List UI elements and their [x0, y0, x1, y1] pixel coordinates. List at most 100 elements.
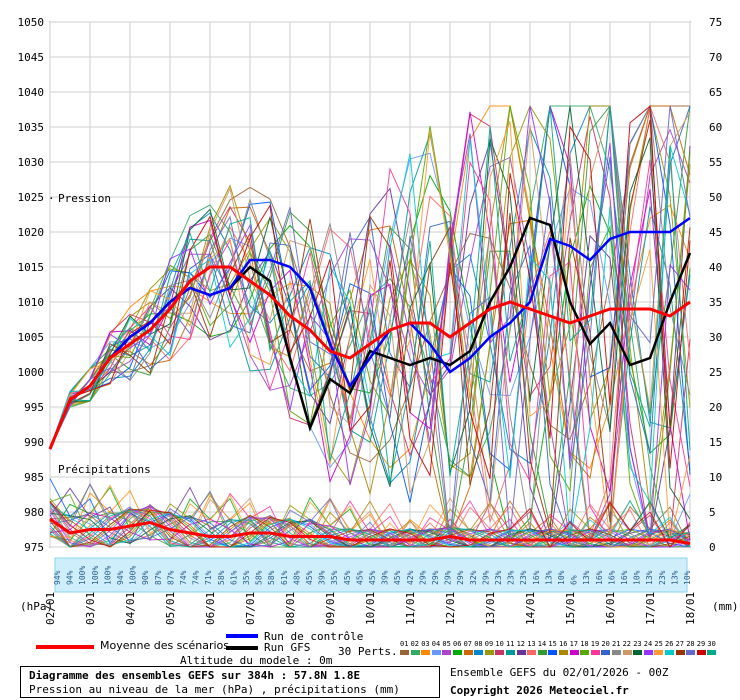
pert-number: 25: [654, 640, 663, 648]
y-tick-label: 1025: [18, 191, 45, 204]
probability-value: 100%: [78, 566, 87, 585]
x-tick-label: 14/01: [524, 592, 537, 625]
probability-value: 87%: [166, 570, 175, 585]
perturbation-line: [49, 105, 690, 463]
y2-tick-label: 5: [709, 506, 716, 519]
pert-swatch: [463, 650, 473, 655]
probability-value: 23%: [519, 570, 528, 585]
y2-tick-label: 50: [709, 191, 722, 204]
probability-value: 23%: [494, 570, 503, 585]
perturbation-precip-line: [49, 499, 691, 548]
probability-value: 90%: [141, 570, 150, 585]
probability-value: 29%: [418, 570, 427, 585]
probability-value: 10%: [683, 570, 692, 585]
pert-swatch: [442, 650, 452, 655]
pert-swatch: [665, 650, 674, 655]
probability-value: 61%: [229, 570, 238, 585]
x-tick-label: 12/01: [444, 592, 457, 625]
probability-value: 29%: [444, 570, 453, 585]
probability-value: 10%: [633, 570, 642, 585]
pert-number: 23: [633, 640, 642, 648]
probability-value: 39%: [381, 570, 390, 585]
legend-gfs-label: Run GFS: [264, 641, 311, 654]
pert-swatch: [675, 650, 685, 655]
pert-number: 01: [400, 640, 409, 648]
perturbation-line: [49, 105, 691, 479]
pert-number: 30: [707, 640, 716, 648]
pert-swatch: [495, 650, 505, 655]
x-tick-label: 05/01: [164, 592, 177, 625]
probability-value: 45%: [305, 570, 314, 585]
pert-number: 17: [569, 640, 579, 648]
y-tick-label: 975: [24, 541, 44, 554]
probability-value: 94%: [66, 570, 75, 585]
pert-swatch: [431, 650, 441, 655]
legend-control-swatch: [226, 634, 258, 638]
perturbation-line: [49, 105, 691, 509]
probability-value: 16%: [595, 570, 604, 585]
y-tick-label: 1040: [18, 86, 45, 99]
y-tick-label: 1010: [18, 296, 45, 309]
pert-swatch: [506, 650, 515, 655]
y-tick-label: 1030: [18, 156, 45, 169]
y-tick-label: 995: [24, 401, 44, 414]
x-tick-label: 16/01: [604, 592, 617, 625]
y2-tick-label: 0: [709, 541, 716, 554]
y2-tick-label: 45: [709, 226, 722, 239]
series-line-mean: [48, 265, 691, 450]
pert-swatch: [622, 650, 632, 655]
probability-value: 74%: [192, 570, 201, 585]
pert-swatch: [601, 650, 611, 655]
perturbation-line: [49, 121, 691, 541]
y2-tick-label: 60: [709, 121, 722, 134]
probability-value: 94%: [116, 570, 125, 585]
pert-swatch: [453, 650, 462, 655]
probability-value: 100%: [91, 566, 100, 585]
x-tick-label: 08/01: [284, 592, 297, 625]
probability-value: 6%: [570, 575, 579, 585]
info-box: Diagramme des ensembles GEFS sur 384h : …: [20, 666, 440, 698]
pressure-label: Pression: [58, 192, 111, 205]
altitude-label: Altitude du modele : 0m: [180, 654, 333, 667]
y-tick-label: 980: [24, 506, 44, 519]
pert-swatch: [612, 650, 621, 655]
precip-mean-line: [49, 517, 691, 545]
pert-number: 18: [580, 640, 589, 648]
y2-tick-label: 30: [709, 331, 722, 344]
y-tick-label: 1005: [18, 331, 45, 344]
probability-value: 61%: [280, 570, 289, 585]
pert-number: 09: [484, 640, 494, 648]
perturbation-precip-line: [49, 512, 691, 548]
probability-value: 71%: [204, 570, 213, 585]
pert-swatch: [400, 650, 409, 655]
probability-value: 39%: [318, 570, 327, 585]
y-tick-label: 985: [24, 471, 44, 484]
probability-value: 29%: [431, 570, 440, 585]
y2-tick-label: 55: [709, 156, 722, 169]
pert-swatch: [474, 650, 484, 655]
probability-value: 32%: [469, 570, 478, 585]
perturbation-line: [49, 119, 691, 533]
pert-number: 08: [474, 640, 483, 648]
pert-swatch: [633, 650, 643, 655]
chart-grid: [49, 21, 691, 548]
x-tick-label: 04/01: [124, 592, 137, 625]
legend-gfs-swatch: [226, 646, 258, 650]
y-tick-label: 1035: [18, 121, 45, 134]
y2-tick-label: 15: [709, 436, 722, 449]
x-tick-label: 09/01: [324, 592, 337, 625]
probability-value: 48%: [292, 570, 301, 585]
x-tick-label: 10/01: [364, 592, 377, 625]
pert-number: 29: [696, 640, 706, 648]
probability-value: 94%: [53, 570, 62, 585]
probability-value: 16%: [607, 570, 616, 585]
x-tick-label: 06/01: [204, 592, 217, 625]
chart-axes: 975 0 980 5 985 10 990 15 995 20 1000 25 1005 30 1010 3…: [18, 16, 723, 625]
pert-number: 28: [686, 640, 695, 648]
y-tick-label: 1000: [18, 366, 45, 379]
pert-number: 11: [506, 640, 515, 648]
x-tick-label: 13/01: [484, 592, 497, 625]
perturbation-line: [49, 105, 691, 520]
pert-number: 15: [548, 640, 557, 648]
pert-number: 13: [527, 640, 536, 648]
